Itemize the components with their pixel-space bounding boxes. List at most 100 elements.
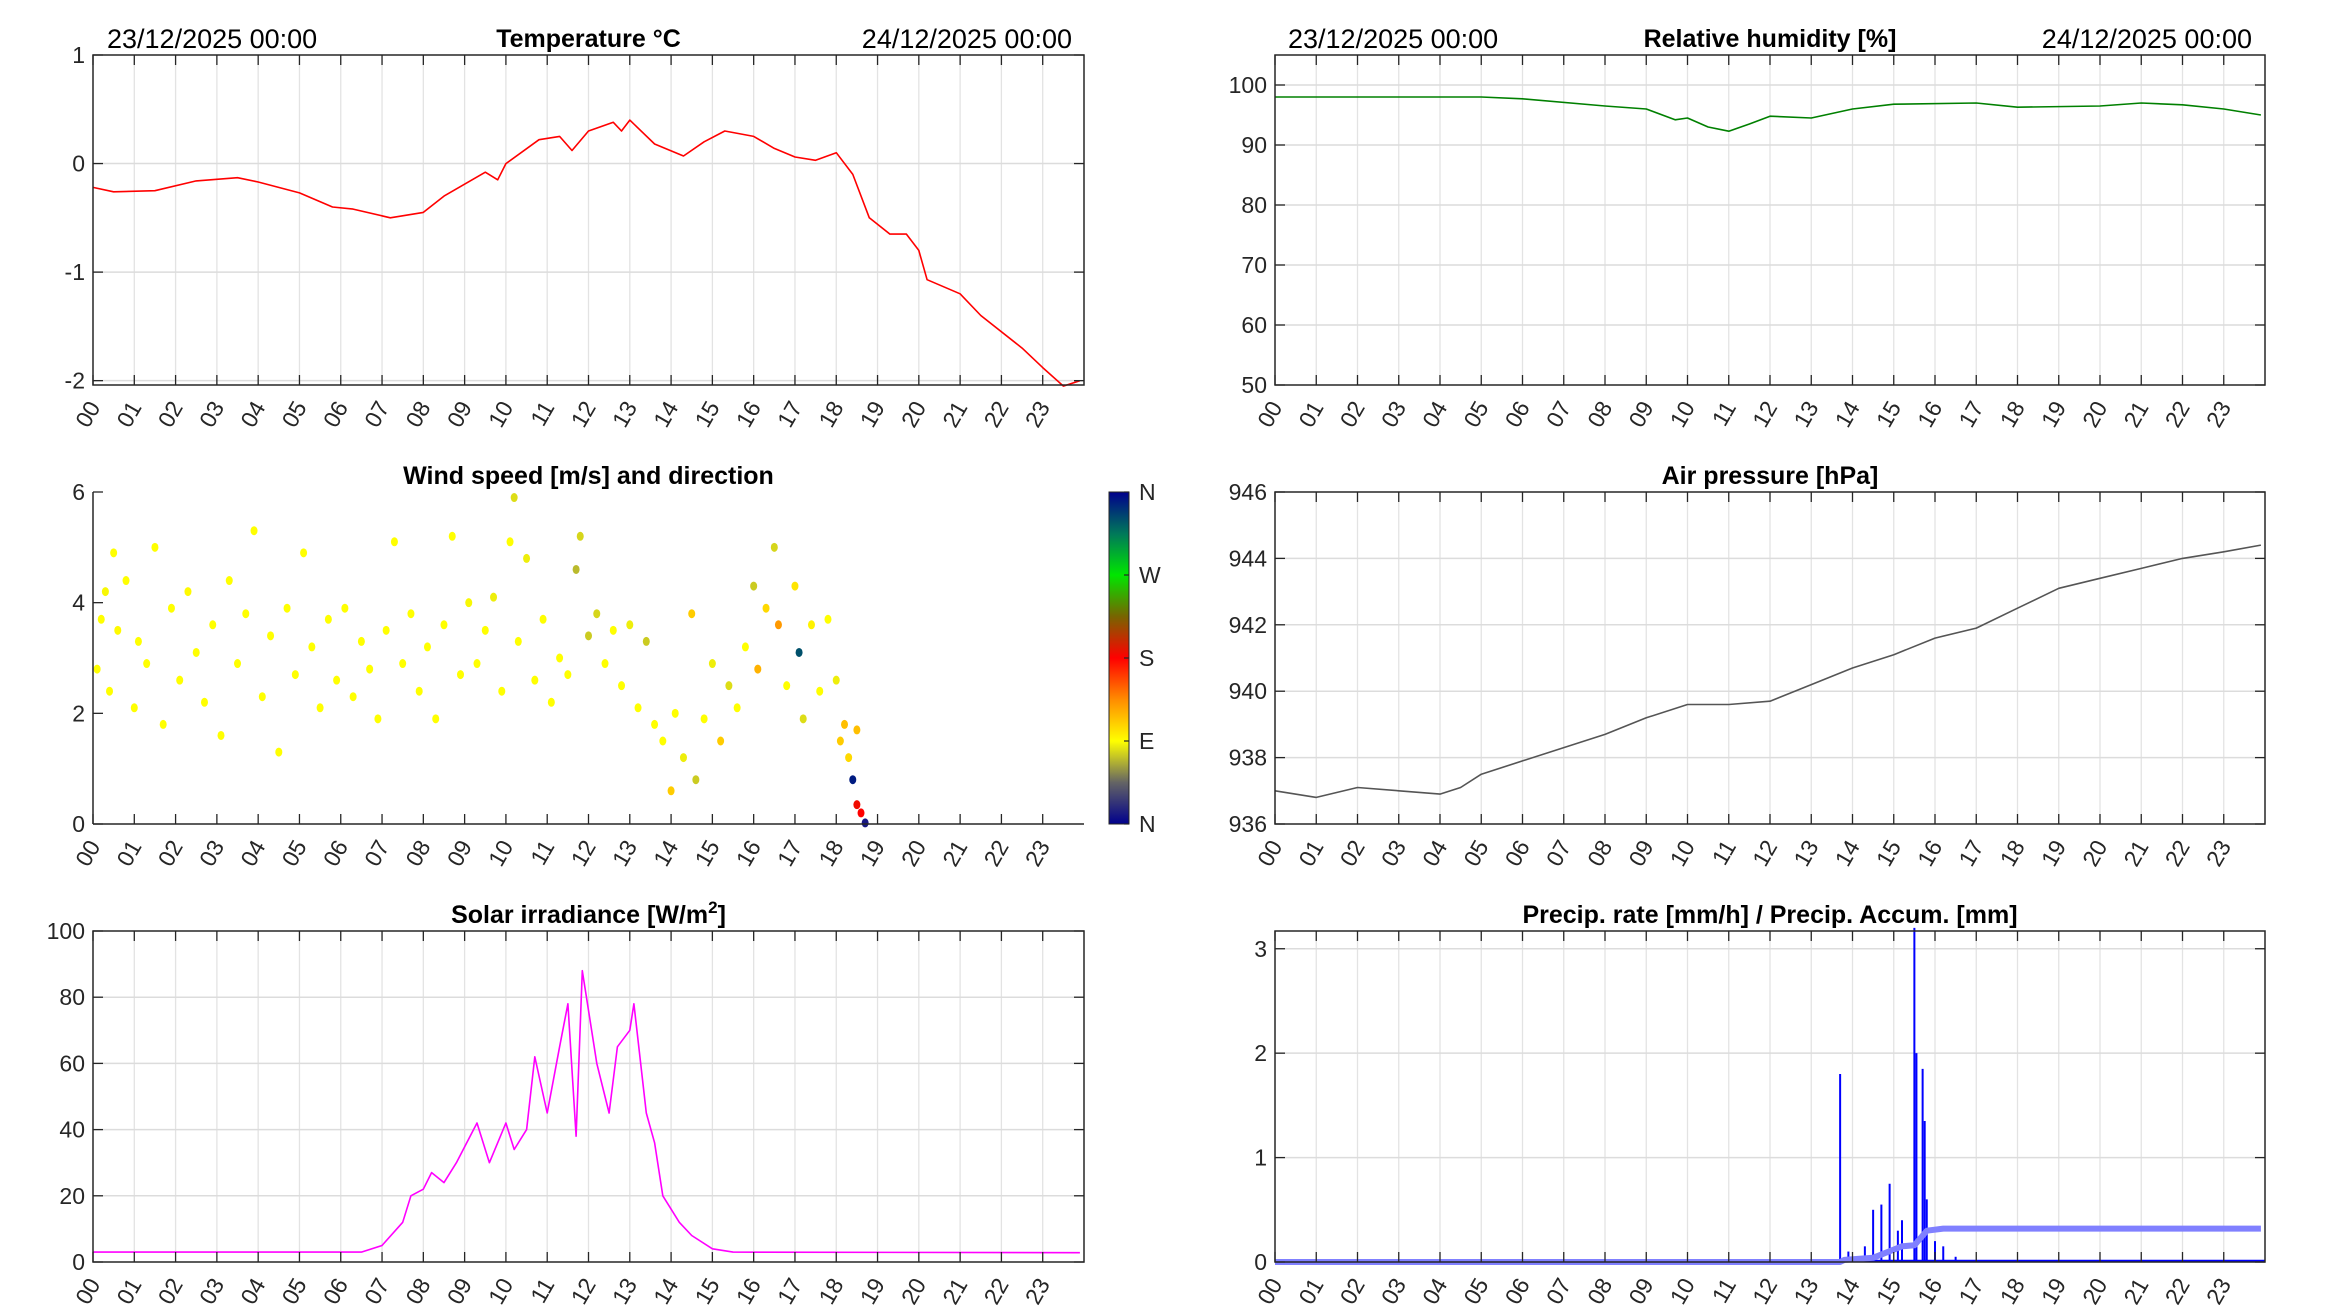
x-tick-label: 17 [772, 397, 807, 432]
wind-point [506, 537, 514, 547]
plot-area [93, 493, 869, 828]
x-tick-label: 20 [896, 1274, 931, 1309]
x-tick-label: 21 [937, 1274, 972, 1309]
wind-point [242, 609, 250, 619]
wind-point [659, 736, 667, 746]
x-tick-label: 21 [2118, 1274, 2153, 1309]
x-tick-label: 16 [1912, 397, 1947, 432]
x-tick-label: 08 [1582, 836, 1617, 871]
x-tick-label: 07 [1541, 397, 1576, 432]
x-tick-label: 09 [442, 836, 477, 871]
x-tick-label: 08 [400, 836, 435, 871]
x-tick-label: 19 [2036, 397, 2071, 432]
wind-point [234, 659, 242, 669]
x-tick-label: 18 [813, 836, 848, 871]
x-tick-label: 00 [70, 397, 105, 432]
x-tick-label: 21 [2118, 836, 2153, 871]
wind-point [423, 642, 431, 652]
x-tick-label: 02 [1335, 1274, 1370, 1309]
wind-point [143, 659, 151, 669]
x-tick-label: 08 [1582, 397, 1617, 432]
x-tick-label: 15 [1871, 397, 1906, 432]
wind-point [539, 614, 547, 624]
wind-point [836, 736, 844, 746]
x-tick-label: 05 [276, 1274, 311, 1309]
x-tick-label: 10 [1665, 1274, 1700, 1309]
wind-point [853, 725, 861, 735]
y-tick-label: 1 [1254, 1145, 1267, 1171]
x-tick-label: 04 [1417, 1273, 1452, 1308]
wind-point [523, 553, 531, 563]
wind-point [762, 603, 770, 613]
wind-point [357, 636, 365, 646]
series-line-solar-irradiance [93, 969, 1080, 1254]
x-tick-label: 11 [525, 397, 559, 431]
wind-point [733, 703, 741, 713]
plot-area [92, 119, 1081, 387]
y-tick-label: 90 [1241, 132, 1267, 158]
chart-pressure: Air pressure [hPa] 00 01 02 03 04 05 06 07 08 09 10… [1229, 462, 2266, 871]
wind-point [651, 719, 659, 729]
wind-point [324, 614, 332, 624]
x-tick-label: 15 [1871, 1274, 1906, 1309]
x-tick-label: 13 [607, 397, 642, 432]
x-tick-label: 13 [1788, 397, 1823, 432]
wind-point [671, 708, 679, 718]
wind-point [390, 537, 398, 547]
wind-point [465, 598, 473, 608]
x-tick-label: 06 [318, 397, 353, 432]
x-tick-label: 17 [1953, 397, 1988, 432]
wind-point [576, 531, 584, 541]
series-line-temperature [92, 119, 1081, 387]
x-tick-label: 02 [153, 1274, 188, 1309]
y-tick-label: 70 [1241, 252, 1267, 278]
chart-title-text: Solar irradiance [W/m [451, 901, 708, 929]
wind-point [415, 686, 423, 696]
wind-point [473, 659, 481, 669]
x-tick-label: 11 [1707, 1274, 1741, 1308]
chart-title: Precip. rate [mm/h] / Precip. Accum. [mm… [1522, 901, 2017, 929]
x-tick-label: 23 [2201, 1274, 2236, 1309]
wind-point [857, 808, 865, 818]
x-tick-label: 01 [1293, 1274, 1328, 1309]
y-tick-label: 1 [72, 42, 85, 68]
wind-point [618, 681, 626, 691]
x-tick-label: 22 [2160, 836, 2195, 871]
wind-point [609, 625, 617, 635]
wind-point [316, 703, 324, 713]
x-tick-label: 14 [1830, 1273, 1865, 1308]
wind-point [250, 526, 258, 536]
chart-precip: Precip. rate [mm/h] / Precip. Accum. [mm… [1252, 901, 2266, 1309]
y-tick-label: 6 [72, 479, 85, 505]
wind-point [585, 631, 592, 641]
left-end-date: 24/12/2025 00:00 [862, 24, 1072, 54]
y-tick-label: 0 [1254, 1249, 1267, 1275]
x-tick-label: 07 [359, 397, 394, 432]
wind-point [774, 620, 782, 630]
y-tick-label: 50 [1241, 372, 1267, 398]
wind-point [300, 548, 308, 558]
x-tick-label: 15 [689, 1274, 724, 1309]
wind-point [130, 703, 138, 713]
y-tick-label: 60 [59, 1050, 85, 1076]
right-end-date: 24/12/2025 00:00 [2042, 24, 2252, 54]
x-tick-label: 19 [855, 836, 890, 871]
wind-point [807, 620, 815, 630]
chart-title-text: Temperature °C [496, 25, 681, 53]
x-tick-label: 03 [1376, 397, 1411, 432]
right-start-date: 23/12/2025 00:00 [1288, 24, 1498, 54]
wind-point [832, 675, 840, 685]
wind-point [275, 747, 283, 757]
wind-point [688, 609, 696, 619]
x-tick-label: 11 [525, 836, 559, 870]
left-start-date: 23/12/2025 00:00 [107, 24, 317, 54]
y-tick-label: 100 [1229, 72, 1267, 98]
wind-point [151, 542, 159, 552]
x-tick-label: 00 [70, 836, 105, 871]
wind-point [399, 659, 407, 669]
wind-point [824, 614, 832, 624]
wind-point [816, 686, 824, 696]
wind-point [122, 576, 130, 586]
x-tick-label: 17 [1953, 1274, 1988, 1309]
